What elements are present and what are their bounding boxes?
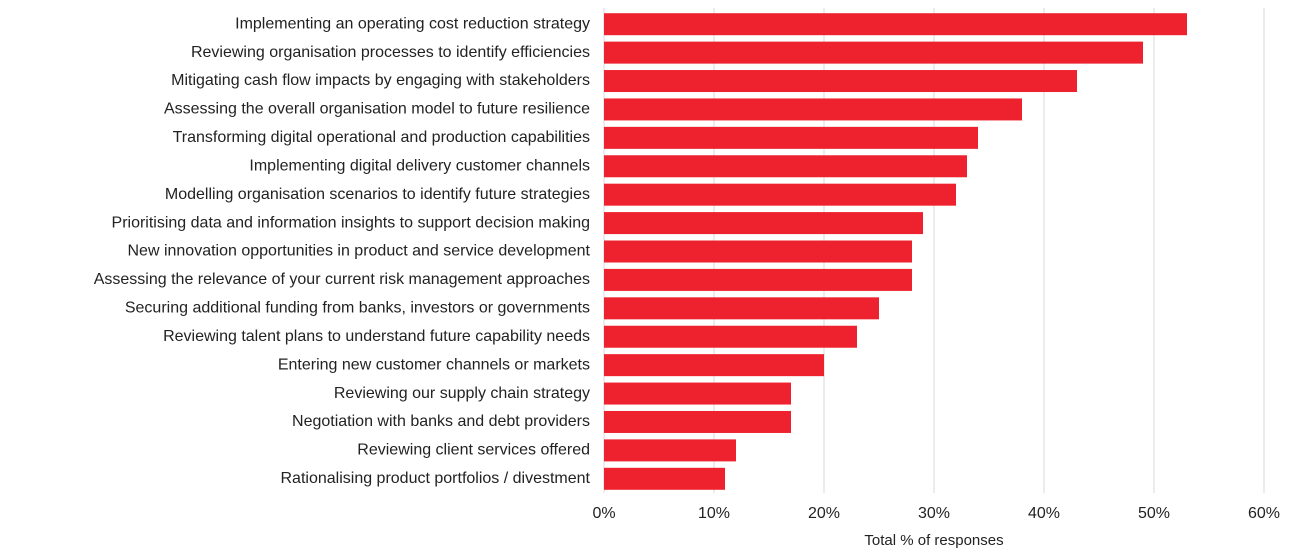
- bar: [604, 467, 725, 490]
- bar: [604, 410, 791, 433]
- y-tick-label: Reviewing client services offered: [357, 442, 590, 459]
- bar: [604, 382, 791, 405]
- y-tick-label: New innovation opportunities in product …: [128, 243, 591, 260]
- y-tick-label: Implementing digital delivery customer c…: [249, 157, 590, 174]
- bar: [604, 297, 879, 320]
- x-tick-label: 60%: [1248, 505, 1280, 522]
- y-tick-label: Assessing the overall organisation model…: [164, 101, 590, 118]
- x-tick-label: 0%: [592, 505, 615, 522]
- x-tick-label: 20%: [808, 505, 840, 522]
- bar: [604, 240, 912, 263]
- y-tick-label: Reviewing talent plans to understand fut…: [163, 328, 590, 345]
- bar: [604, 212, 923, 235]
- bar: [604, 325, 857, 348]
- y-tick-label: Prioritising data and information insigh…: [112, 214, 590, 231]
- bar: [604, 13, 1187, 36]
- y-tick-label: Reviewing organisation processes to iden…: [191, 44, 590, 61]
- y-tick-label: Modelling organisation scenarios to iden…: [165, 186, 590, 203]
- bar: [604, 439, 736, 462]
- y-tick-label: Entering new customer channels or market…: [278, 356, 590, 373]
- x-tick-label: 50%: [1138, 505, 1170, 522]
- y-tick-label: Mitigating cash flow impacts by engaging…: [171, 72, 590, 89]
- bar: [604, 70, 1077, 93]
- bar: [604, 98, 1022, 121]
- bar: [604, 268, 912, 291]
- y-tick-label: Securing additional funding from banks, …: [125, 300, 590, 317]
- x-tick-label: 40%: [1028, 505, 1060, 522]
- y-tick-label: Assessing the relevance of your current …: [94, 271, 590, 288]
- bar: [604, 354, 824, 377]
- y-tick-label: Implementing an operating cost reduction…: [235, 15, 590, 32]
- x-tick-label: 30%: [918, 505, 950, 522]
- bar: [604, 126, 978, 149]
- y-tick-label: Reviewing our supply chain strategy: [334, 385, 590, 402]
- y-tick-label: Negotiation with banks and debt provider…: [292, 413, 590, 430]
- x-axis-label: Total % of responses: [864, 532, 1003, 549]
- x-tick-label: 10%: [698, 505, 730, 522]
- bar: [604, 41, 1143, 64]
- bar: [604, 183, 956, 206]
- y-tick-label: Rationalising product portfolios / dives…: [281, 470, 591, 487]
- bar: [604, 155, 967, 178]
- y-tick-label: Transforming digital operational and pro…: [173, 129, 590, 146]
